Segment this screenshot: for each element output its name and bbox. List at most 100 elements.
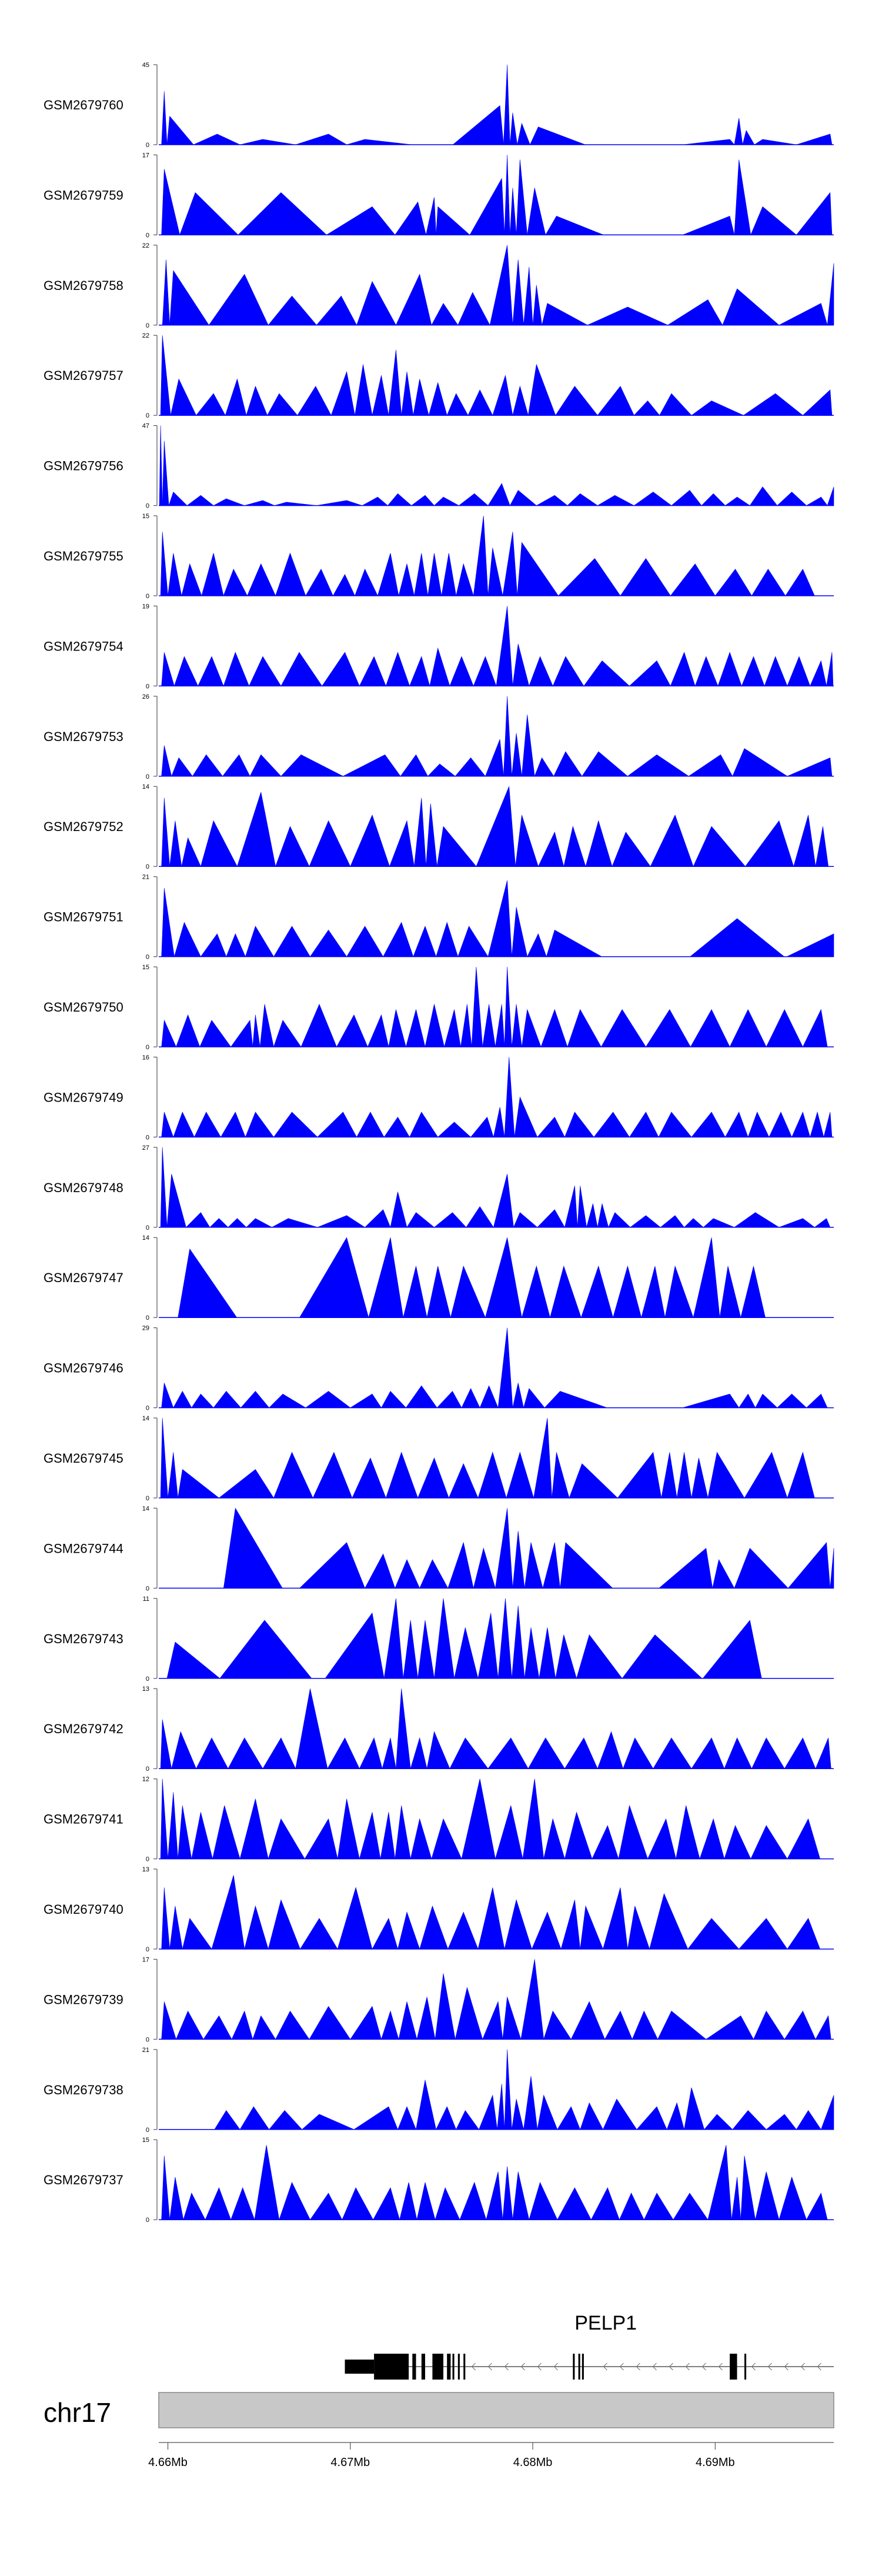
- coverage-peak: [724, 1825, 751, 1859]
- coverage-peak: [564, 1186, 578, 1228]
- coverage-peak: [534, 757, 554, 777]
- coverage-peak: [703, 1218, 735, 1228]
- coverage-peak: [617, 1451, 662, 1499]
- track-label: GSM2679738: [44, 2083, 123, 2097]
- coverage-peak: [161, 798, 170, 867]
- chromosome-ideogram: chr17: [44, 2392, 834, 2428]
- strand-arrow: [603, 2363, 607, 2371]
- strand-arrow: [504, 2363, 509, 2371]
- coverage-peak: [739, 1918, 788, 1950]
- strand-arrow: [619, 2363, 624, 2371]
- y-min-label: 0: [146, 503, 149, 510]
- y-min-label: 0: [146, 1676, 149, 1683]
- coverage-peak: [365, 1553, 396, 1589]
- coverage-peak: [722, 288, 780, 326]
- coverage-peak: [724, 1112, 749, 1137]
- coverage-peak: [586, 1203, 598, 1228]
- coverage-peak: [373, 2187, 400, 2220]
- coverage-peak: [764, 656, 788, 686]
- coverage-peak: [532, 1911, 562, 1950]
- coverage-peak: [552, 656, 584, 686]
- coverage-peak: [512, 2098, 524, 2130]
- coverage-peak: [259, 1004, 274, 1047]
- coverage-peak: [653, 1737, 692, 1769]
- coverage-peak: [522, 1778, 544, 1859]
- coverage-track: GSM2679754 19 0: [44, 603, 834, 690]
- coverage-peak: [766, 2114, 797, 2130]
- coverage-peak: [536, 495, 568, 506]
- coverage-peak: [446, 393, 469, 416]
- coverage-tracks: GSM2679760450GSM2679759170GSM2679758220G…: [44, 62, 834, 2224]
- coverage-peak: [717, 652, 742, 686]
- coverage-peak: [326, 206, 396, 235]
- coverage-peak: [504, 966, 512, 1047]
- coverage-peak: [487, 1737, 529, 1769]
- coverage-peak: [356, 281, 396, 326]
- exon: [578, 2354, 580, 2380]
- exon: [573, 2354, 575, 2380]
- coverage-peak: [196, 1737, 229, 1769]
- coverage-peak: [787, 656, 811, 686]
- y-max-label: 21: [142, 2047, 149, 2054]
- coverage-peak: [676, 1452, 692, 1499]
- coverage-peak: [387, 493, 412, 506]
- coverage-peak: [161, 745, 172, 777]
- coverage-peak: [161, 1383, 174, 1408]
- coverage-peak: [791, 1112, 811, 1137]
- coverage-peak: [724, 496, 751, 506]
- coverage-peak: [793, 815, 816, 867]
- y-max-label: 13: [142, 1686, 149, 1693]
- coverage-peak: [211, 1875, 245, 1950]
- y-max-label: 14: [142, 1234, 149, 1242]
- coverage-peak: [493, 1107, 505, 1137]
- coverage-peak: [604, 2010, 633, 2040]
- coverage-track: GSM2679756 47 0: [44, 423, 834, 510]
- coverage-peak: [200, 933, 227, 957]
- coverage-peak: [160, 335, 171, 416]
- coverage-peak: [160, 1417, 168, 1499]
- coverage-peak: [587, 306, 668, 326]
- coverage-peak: [785, 569, 815, 596]
- coverage-peak: [176, 1014, 201, 1047]
- coverage-peak: [629, 660, 671, 686]
- coverage-peak: [827, 486, 834, 506]
- coverage-peak: [413, 925, 437, 957]
- coverage-peak: [416, 1997, 436, 2040]
- coverage-peak: [787, 1818, 821, 1859]
- coverage-peak: [509, 112, 518, 145]
- coverage-peak: [504, 1057, 515, 1137]
- coverage-track: GSM2679743 11 0: [44, 1596, 834, 1683]
- coverage-peak: [787, 1918, 821, 1950]
- coverage-peak: [707, 1451, 745, 1499]
- coverage-peak: [515, 815, 539, 867]
- coverage-peak: [198, 656, 224, 686]
- coverage-peak: [435, 2187, 460, 2220]
- coverage-peak: [544, 1391, 607, 1408]
- y-min-label: 0: [146, 1856, 149, 1863]
- coverage-peak: [330, 371, 355, 416]
- coverage-peak: [806, 496, 828, 506]
- coverage-peak: [523, 266, 533, 326]
- coverage-peak: [435, 1973, 456, 2040]
- coverage-peak: [353, 2106, 398, 2130]
- y-max-label: 11: [143, 1596, 149, 1603]
- coverage-peak: [564, 1737, 598, 1769]
- chromosome-bar: [158, 2392, 834, 2428]
- coverage-peak: [691, 1457, 709, 1499]
- coverage-peak: [683, 1393, 740, 1408]
- gene-name-label: PELP1: [574, 2312, 637, 2334]
- coverage-peak: [194, 1112, 222, 1137]
- coverage-track: GSM2679758 22 0: [44, 242, 834, 329]
- coverage-peak: [398, 563, 415, 596]
- coverage-peak: [169, 820, 182, 867]
- coverage-peak: [520, 1959, 544, 2040]
- y-min-label: 0: [146, 1314, 149, 1322]
- coverage-peak: [682, 215, 735, 235]
- coverage-peak: [275, 2010, 310, 2040]
- coverage-peak: [161, 1887, 170, 1950]
- coverage-peak: [497, 1327, 513, 1408]
- coverage-peak: [239, 1798, 269, 1859]
- coverage-peak: [470, 1116, 494, 1137]
- y-min-label: 0: [146, 683, 149, 690]
- y-max-label: 15: [142, 964, 149, 971]
